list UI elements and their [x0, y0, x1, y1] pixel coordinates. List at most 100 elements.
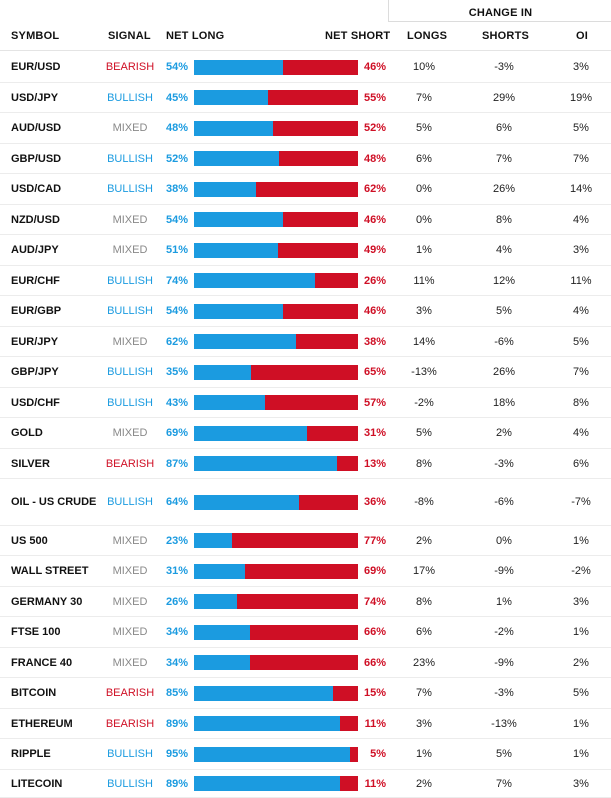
table-row[interactable]: GBP/USD BULLISH 52% 48% 6% 7% 7%: [0, 144, 611, 174]
longs-change-cell: 2%: [416, 534, 432, 547]
symbol-cell[interactable]: BITCOIN: [11, 687, 57, 699]
net-short-value: 49%: [363, 244, 386, 256]
net-long-value: 45%: [166, 91, 189, 104]
net-long-bar: [194, 494, 299, 510]
table-row[interactable]: EUR/JPY MIXED 62% 38% 14% -6% 5%: [0, 327, 611, 357]
net-short-bar: [194, 59, 358, 75]
net-short-value: 11%: [364, 717, 386, 730]
net-short-bar: [194, 181, 358, 197]
symbol-cell[interactable]: WALL STREET: [11, 565, 89, 577]
longs-change-cell: 1%: [416, 244, 432, 256]
symbol-cell[interactable]: US 500: [11, 534, 48, 547]
table-row[interactable]: GOLD MIXED 69% 31% 5% 2% 4%: [0, 418, 611, 449]
symbol-cell[interactable]: OIL - US CRUDE: [11, 496, 97, 508]
symbol-cell[interactable]: GERMANY 30: [11, 595, 83, 608]
net-long-value: 31%: [166, 565, 189, 577]
table-row[interactable]: EUR/CHF BULLISH 74% 26% 11% 12% 11%: [0, 266, 611, 296]
symbol-cell[interactable]: EUR/GBP: [11, 305, 62, 317]
table-row[interactable]: WALL STREET MIXED 31% 69% 17% -9% -2%: [0, 556, 611, 587]
oi-change-cell: 1%: [573, 626, 589, 638]
symbol-cell[interactable]: EUR/JPY: [11, 335, 59, 348]
signal-cell: MIXED: [112, 534, 148, 547]
signal-cell: MIXED: [112, 122, 148, 134]
net-long-value: 54%: [166, 213, 189, 226]
symbol-cell[interactable]: GBP/USD: [11, 152, 62, 165]
net-short-value: 65%: [363, 366, 386, 378]
signal-cell: BULLISH: [107, 91, 153, 104]
net-short-bar: [194, 716, 358, 731]
longs-change-cell: 3%: [416, 717, 432, 730]
table-row[interactable]: NZD/USD MIXED 54% 46% 0% 8% 4%: [0, 205, 611, 235]
table-row[interactable]: FTSE 100 MIXED 34% 66% 6% -2% 1%: [0, 617, 611, 648]
oi-change-cell: 8%: [573, 396, 589, 409]
table-row[interactable]: SILVER BEARISH 87% 13% 8% -3% 6%: [0, 449, 611, 479]
table-row[interactable]: RIPPLE BULLISH 95% 5% 1% 5% 1%: [0, 739, 611, 770]
table-row[interactable]: EUR/USD BEARISH 54% 46% 10% -3% 3%: [0, 52, 611, 83]
table-row[interactable]: OIL - US CRUDE BULLISH 64% 36% -8% -6% -7%: [0, 479, 611, 526]
net-long-column-header: NET LONG: [166, 30, 225, 42]
signal-cell: MIXED: [112, 565, 148, 577]
symbol-cell[interactable]: ETHEREUM: [11, 717, 73, 730]
net-short-value: 55%: [363, 91, 386, 104]
shorts-change-cell: 0%: [496, 534, 512, 547]
oi-change-cell: 1%: [573, 748, 589, 760]
oi-change-cell: 3%: [573, 61, 589, 73]
table-row[interactable]: US 500 MIXED 23% 77% 2% 0% 1%: [0, 526, 611, 556]
net-long-bar: [194, 303, 283, 319]
net-short-value: 31%: [363, 427, 386, 439]
change-in-header: CHANGE IN: [388, 0, 611, 22]
table-row[interactable]: FRANCE 40 MIXED 34% 66% 23% -9% 2%: [0, 648, 611, 678]
net-long-bar: [194, 655, 250, 670]
oi-change-cell: 1%: [573, 717, 589, 730]
symbol-cell[interactable]: RIPPLE: [11, 748, 51, 760]
net-short-value: 36%: [363, 496, 386, 508]
net-long-bar: [194, 273, 316, 288]
table-row[interactable]: LITECOIN BULLISH 89% 11% 2% 7% 3%: [0, 770, 611, 798]
net-short-bar: [194, 776, 358, 791]
signal-cell: MIXED: [112, 656, 148, 669]
table-row[interactable]: USD/CHF BULLISH 43% 57% -2% 18% 8%: [0, 388, 611, 418]
net-short-value: 74%: [363, 595, 386, 608]
shorts-column-header: SHORTS: [482, 30, 530, 42]
long-short-ratio-bar: [194, 556, 358, 586]
symbol-cell[interactable]: EUR/USD: [11, 61, 61, 73]
symbol-cell[interactable]: GOLD: [11, 427, 43, 439]
table-row[interactable]: EUR/GBP BULLISH 54% 46% 3% 5% 4%: [0, 296, 611, 327]
symbol-cell[interactable]: USD/JPY: [11, 91, 59, 104]
longs-change-cell: 14%: [412, 335, 436, 348]
table-row[interactable]: GERMANY 30 MIXED 26% 74% 8% 1% 3%: [0, 587, 611, 617]
symbol-cell[interactable]: AUD/JPY: [11, 244, 59, 256]
longs-change-cell: 17%: [412, 565, 436, 577]
net-long-bar: [194, 364, 252, 380]
table-row[interactable]: GBP/JPY BULLISH 35% 65% -13% 26% 7%: [0, 357, 611, 388]
symbol-cell[interactable]: USD/CHF: [11, 396, 60, 409]
table-row[interactable]: USD/CAD BULLISH 38% 62% 0% 26% 14%: [0, 174, 611, 205]
shorts-change-cell: 1%: [496, 595, 512, 608]
symbol-cell[interactable]: NZD/USD: [11, 213, 60, 226]
table-row[interactable]: ETHEREUM BEARISH 89% 11% 3% -13% 1%: [0, 709, 611, 739]
table-row[interactable]: AUD/USD MIXED 48% 52% 5% 6% 5%: [0, 113, 611, 144]
net-long-value: 34%: [166, 626, 189, 638]
net-long-value: 23%: [166, 534, 189, 547]
signal-column-header: SIGNAL: [108, 30, 151, 42]
net-short-bar: [194, 303, 358, 319]
net-long-bar: [194, 594, 237, 609]
symbol-cell[interactable]: LITECOIN: [11, 777, 63, 790]
oi-change-cell: 2%: [573, 656, 589, 669]
symbol-cell[interactable]: FTSE 100: [11, 626, 61, 638]
net-long-value: 54%: [166, 305, 189, 317]
symbol-cell[interactable]: FRANCE 40: [11, 656, 73, 669]
long-short-ratio-bar: [194, 83, 358, 112]
symbol-cell[interactable]: EUR/CHF: [11, 274, 60, 287]
symbol-cell[interactable]: GBP/JPY: [11, 366, 59, 378]
table-row[interactable]: AUD/JPY MIXED 51% 49% 1% 4% 3%: [0, 235, 611, 266]
symbol-cell[interactable]: AUD/USD: [11, 122, 62, 134]
net-short-value: 48%: [363, 152, 386, 165]
signal-cell: MIXED: [112, 244, 148, 256]
symbol-cell[interactable]: USD/CAD: [11, 183, 62, 195]
symbol-cell[interactable]: SILVER: [11, 457, 50, 470]
signal-cell: MIXED: [112, 335, 148, 348]
table-row[interactable]: BITCOIN BEARISH 85% 15% 7% -3% 5%: [0, 678, 611, 709]
table-row[interactable]: USD/JPY BULLISH 45% 55% 7% 29% 19%: [0, 83, 611, 113]
